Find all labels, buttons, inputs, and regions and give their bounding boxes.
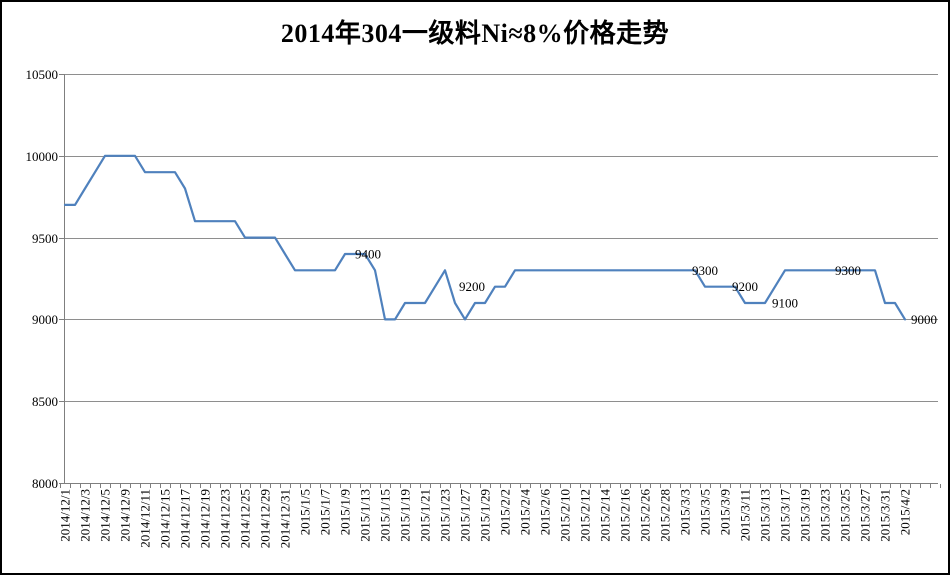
x-axis-label: 2014/12/15 [158, 489, 173, 548]
x-axis-label: 2015/2/4 [518, 489, 533, 536]
x-axis-label: 2015/1/19 [398, 489, 413, 542]
x-axis-label: 2015/2/26 [638, 489, 653, 542]
x-axis-label: 2015/2/6 [538, 489, 553, 536]
data-label: 9300 [692, 263, 718, 278]
chart-title: 2014年304一级料Ni≈8%价格走势 [280, 19, 670, 48]
x-axis-label: 2014/12/25 [238, 489, 253, 548]
x-axis-label: 2015/2/12 [578, 489, 593, 542]
x-axis-label: 2015/3/9 [718, 489, 733, 535]
x-axis-label: 2015/1/29 [478, 489, 493, 542]
x-axis-label: 2015/3/31 [878, 489, 893, 542]
x-axis-label: 2014/12/9 [118, 489, 133, 542]
x-axis-label: 2014/12/1 [58, 489, 73, 542]
x-axis-label: 2015/3/27 [858, 489, 873, 542]
data-label: 9000 [911, 312, 937, 327]
x-axis-label: 2015/1/27 [458, 489, 473, 542]
x-axis-label: 2015/2/2 [498, 489, 513, 535]
y-axis-label: 9000 [32, 312, 58, 327]
x-axis-label: 2014/12/17 [178, 489, 193, 549]
x-axis-label: 2015/2/28 [658, 489, 673, 542]
x-axis-label: 2014/12/31 [278, 489, 293, 548]
x-axis-label: 2014/12/29 [258, 489, 273, 548]
data-label: 9200 [459, 279, 485, 294]
x-axis-label: 2015/1/9 [338, 489, 353, 535]
x-axis-label: 2015/2/14 [598, 489, 613, 542]
y-axis-label: 8500 [32, 394, 58, 409]
x-axis-label: 2015/1/13 [358, 489, 373, 542]
y-axis-label: 10000 [26, 149, 59, 164]
x-axis-label: 2015/1/7 [318, 489, 333, 536]
x-axis-label: 2015/2/16 [618, 489, 633, 542]
data-label: 9200 [732, 279, 758, 294]
x-axis-label: 2015/1/5 [298, 489, 313, 535]
x-axis-label: 2015/3/11 [738, 489, 753, 541]
y-axis-label: 8000 [32, 476, 58, 491]
x-axis-label: 2015/1/15 [378, 489, 393, 542]
x-axis-label: 2015/3/25 [838, 489, 853, 542]
x-axis-label: 2015/2/10 [558, 489, 573, 542]
data-label: 9400 [355, 246, 381, 261]
x-axis-label: 2014/12/3 [78, 489, 93, 542]
x-axis-label: 2014/12/5 [98, 489, 113, 542]
x-axis-label: 2015/3/19 [798, 489, 813, 542]
x-axis-label: 2015/1/21 [418, 489, 433, 542]
x-axis-label: 2015/3/5 [698, 489, 713, 535]
y-axis-label: 10500 [26, 67, 59, 82]
x-axis-label: 2014/12/19 [198, 489, 213, 548]
x-axis-label: 2015/3/23 [818, 489, 833, 542]
x-axis-label: 2015/3/3 [678, 489, 693, 535]
data-label: 9300 [835, 263, 861, 278]
price-line [63, 154, 907, 321]
x-axis-label: 2014/12/23 [218, 489, 233, 548]
x-axis-label: 2014/12/11 [138, 489, 153, 548]
x-axis-label: 2015/4/2 [898, 489, 913, 535]
x-axis-label: 2015/3/17 [778, 489, 793, 542]
data-label: 9100 [772, 296, 798, 311]
y-axis-label: 9500 [32, 231, 58, 246]
x-axis-label: 2015/3/13 [758, 489, 773, 542]
x-axis-label: 2015/1/23 [438, 489, 453, 542]
